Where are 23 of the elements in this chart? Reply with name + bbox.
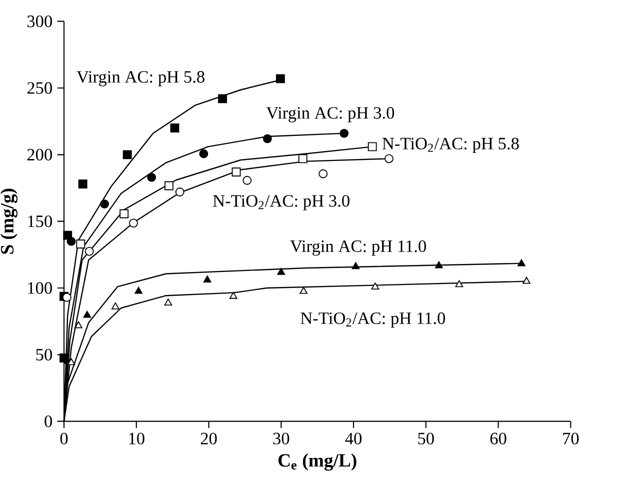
x-tick-label: 30 bbox=[273, 432, 290, 444]
series-label: Virgin AC: pH 11.0 bbox=[290, 240, 426, 256]
y-tick-label: 150 bbox=[28, 215, 52, 228]
x-tick-label: 50 bbox=[418, 432, 434, 444]
series-label: N-TiO$_{2}$/AC: pH 3.0 bbox=[213, 195, 350, 210]
x-axis-title: C$_{e}$ (mg/L) bbox=[278, 454, 356, 471]
series-label: Virgin AC: pH 3.0 bbox=[266, 107, 394, 122]
x-tick-label: 60 bbox=[490, 432, 506, 444]
y-axis-title: S (mg/g) bbox=[0, 188, 18, 254]
x-tick-label: 0 bbox=[60, 432, 68, 444]
series-label: N-TiO$_{2}$/AC: pH 11.0 bbox=[300, 312, 446, 328]
series-label: N-TiO$_{2}$/AC: pH 5.8 bbox=[382, 138, 519, 153]
series-label: Virgin AC: pH 5.8 bbox=[76, 71, 204, 86]
x-tick-label: 10 bbox=[129, 432, 144, 444]
x-tick-label: 20 bbox=[200, 432, 217, 444]
y-tick-label: 100 bbox=[28, 282, 52, 294]
y-tick-label: 200 bbox=[27, 148, 52, 161]
x-tick-label: 70 bbox=[563, 432, 579, 444]
y-tick-label: 50 bbox=[36, 348, 52, 361]
y-tick-label: 0 bbox=[44, 415, 52, 428]
y-tick-label: 250 bbox=[27, 82, 52, 94]
y-tick-label: 300 bbox=[27, 15, 52, 28]
x-tick-label: 40 bbox=[345, 432, 362, 444]
